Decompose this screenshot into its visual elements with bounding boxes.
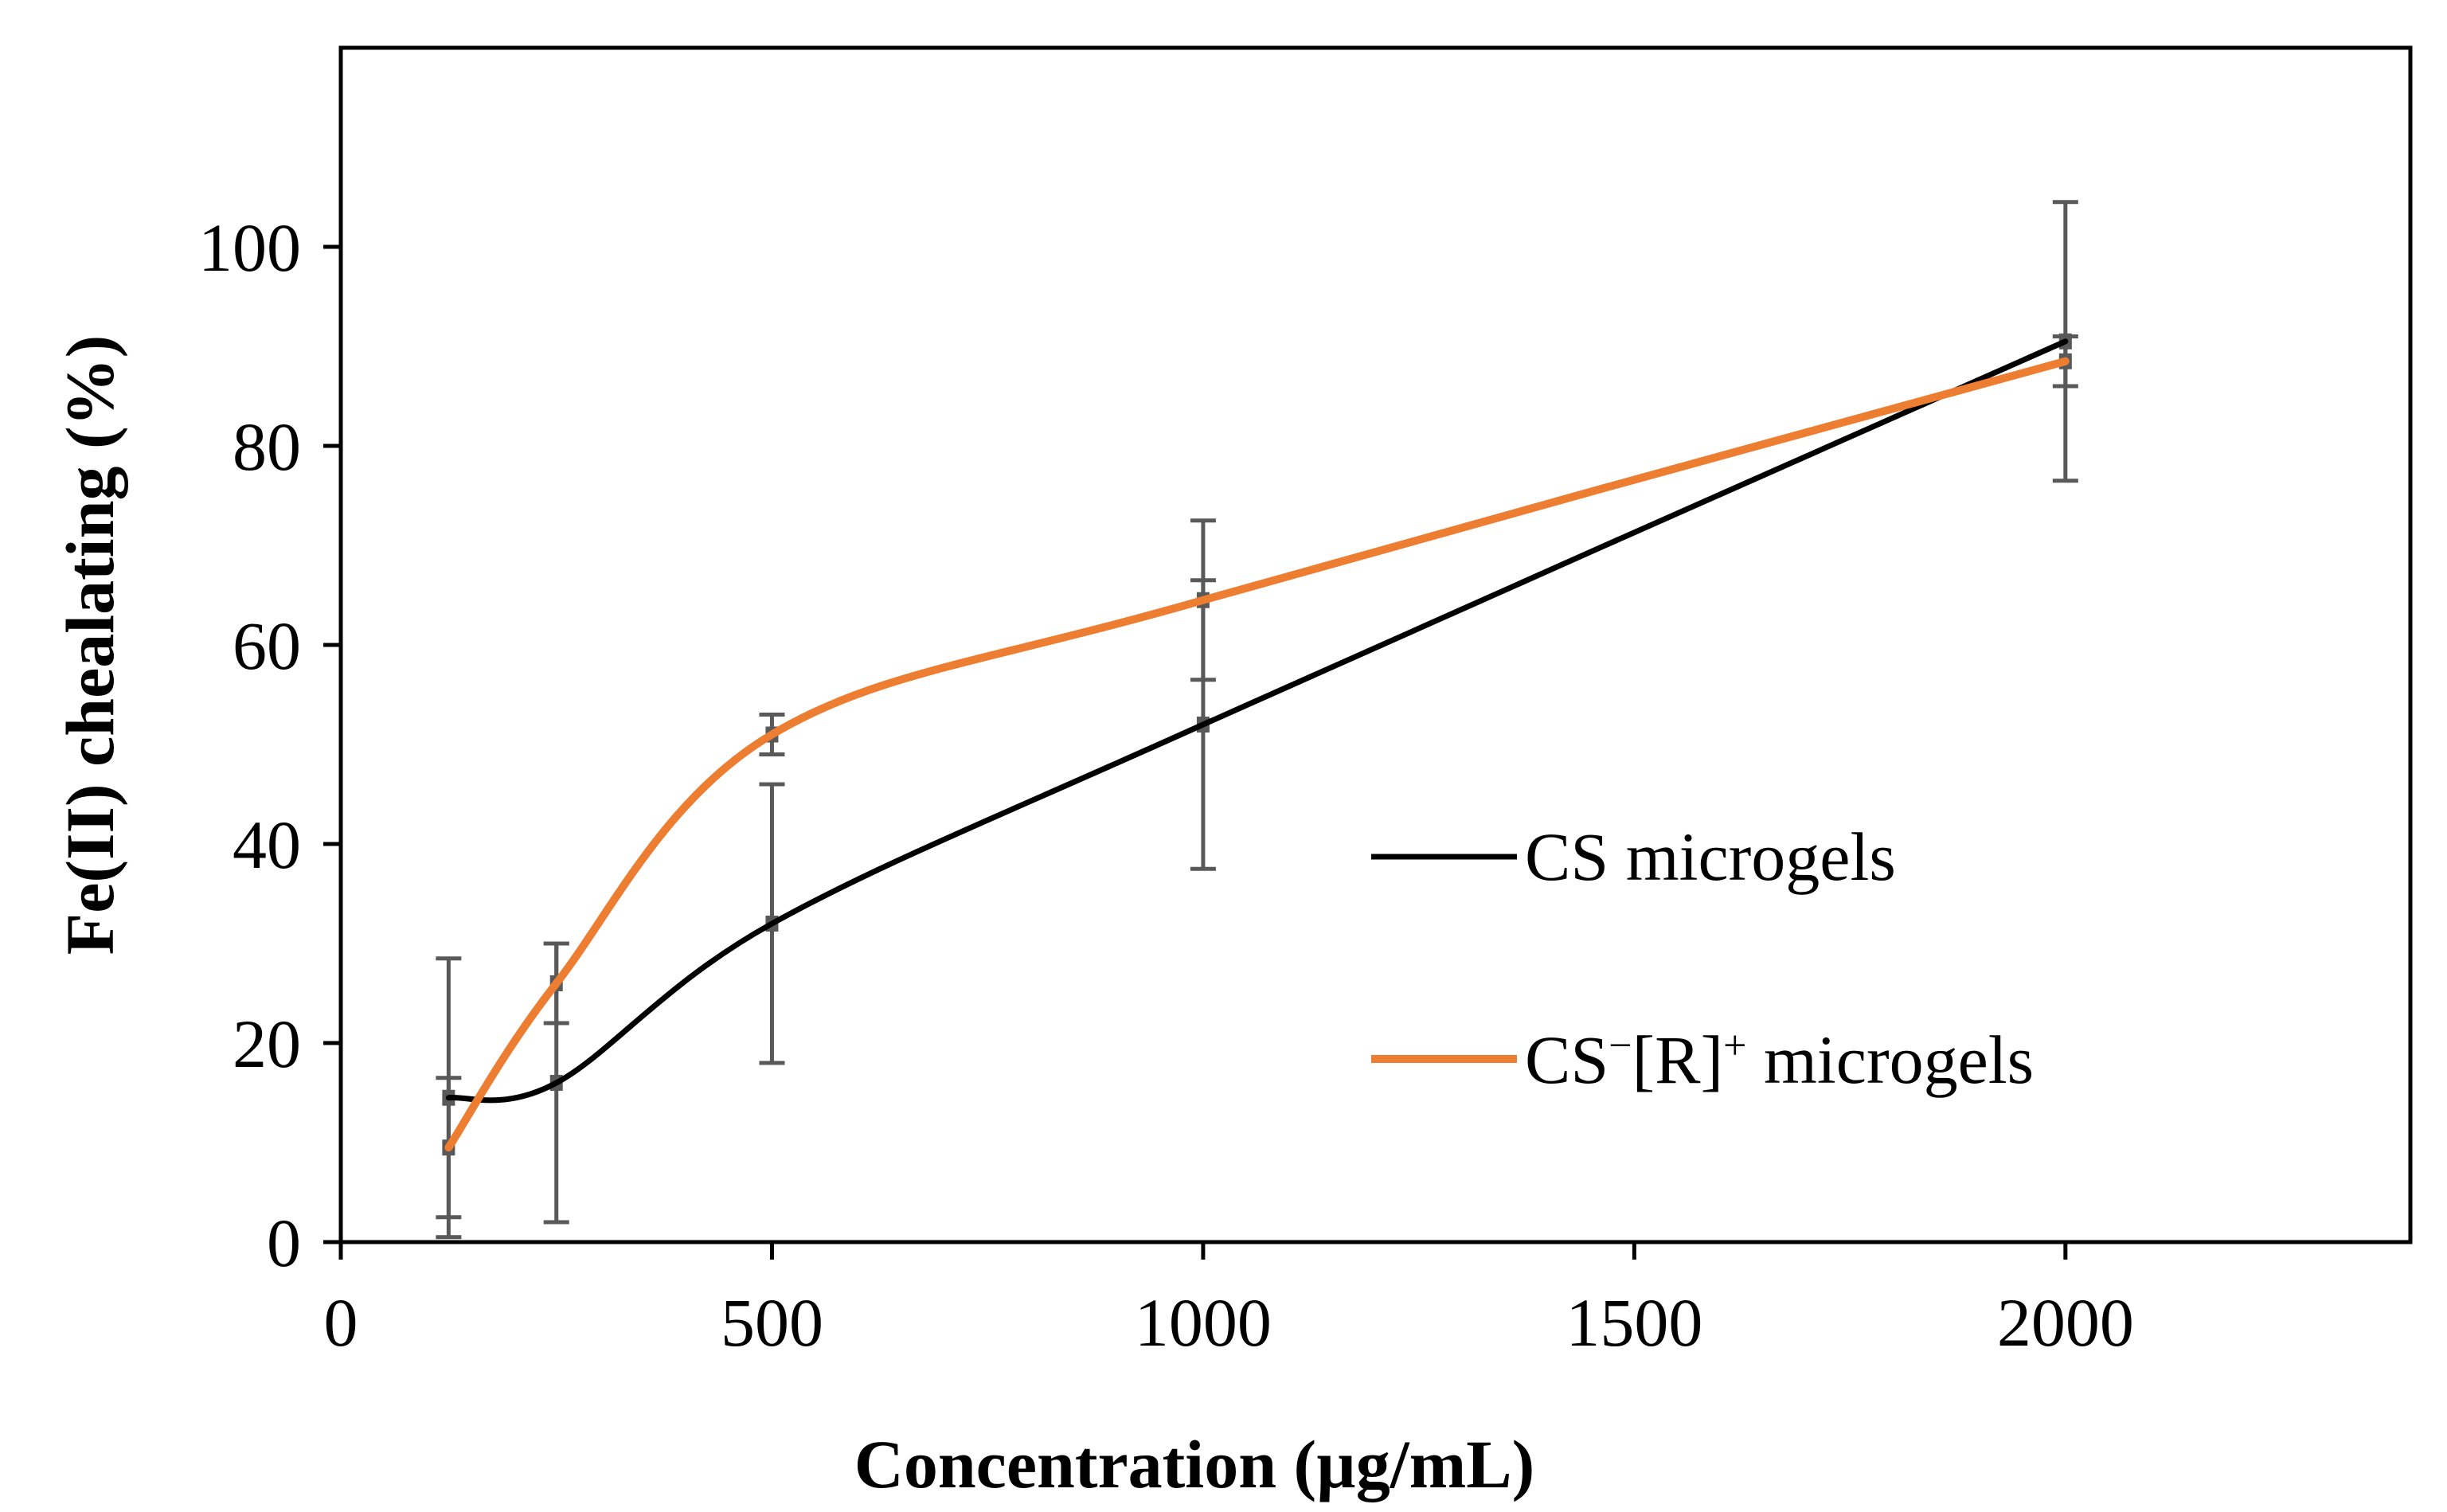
x-tick-label: 500 bbox=[721, 1284, 823, 1361]
legend-label-cs-r-microgels: CS−[R]+ microgels bbox=[1525, 1022, 2034, 1098]
legend-label-superscript-minus: − bbox=[1609, 1023, 1632, 1069]
y-tick-label: 80 bbox=[233, 408, 301, 485]
x-tick-label: 0 bbox=[324, 1284, 358, 1361]
x-axis-title: Concentration (µg/mL) bbox=[854, 1426, 1535, 1502]
x-tick-label: 2000 bbox=[1997, 1284, 2134, 1361]
legend-label-superscript-plus: + bbox=[1723, 1023, 1746, 1069]
legend-label-microgels: microgels bbox=[1747, 1022, 2035, 1098]
y-tick-label: 0 bbox=[267, 1205, 301, 1281]
y-tick-label: 100 bbox=[198, 209, 301, 286]
y-tick-label: 60 bbox=[233, 608, 301, 684]
y-axis: 0 20 40 60 80 100 bbox=[198, 209, 341, 1281]
series-lines bbox=[444, 338, 2070, 1152]
y-tick-label: 20 bbox=[233, 1006, 301, 1082]
y-tick-label: 40 bbox=[233, 807, 301, 883]
legend-label-cs: CS bbox=[1525, 1022, 1609, 1098]
series-line-cs-microgels bbox=[445, 338, 2069, 1104]
x-axis: 0 500 1000 1500 2000 bbox=[324, 1242, 2134, 1361]
legend: CS microgels CS−[R]+ microgels bbox=[1371, 819, 2034, 1098]
x-tick-label: 1500 bbox=[1566, 1284, 1702, 1361]
series-line-cs-r-microgels bbox=[444, 357, 2070, 1152]
x-tick-label: 1000 bbox=[1135, 1284, 1272, 1361]
y-axis-title: Fe(II) chealating (%) bbox=[52, 335, 128, 955]
legend-label-r: [R] bbox=[1632, 1022, 1724, 1098]
legend-label-cs-microgels: CS microgels bbox=[1525, 819, 1896, 895]
